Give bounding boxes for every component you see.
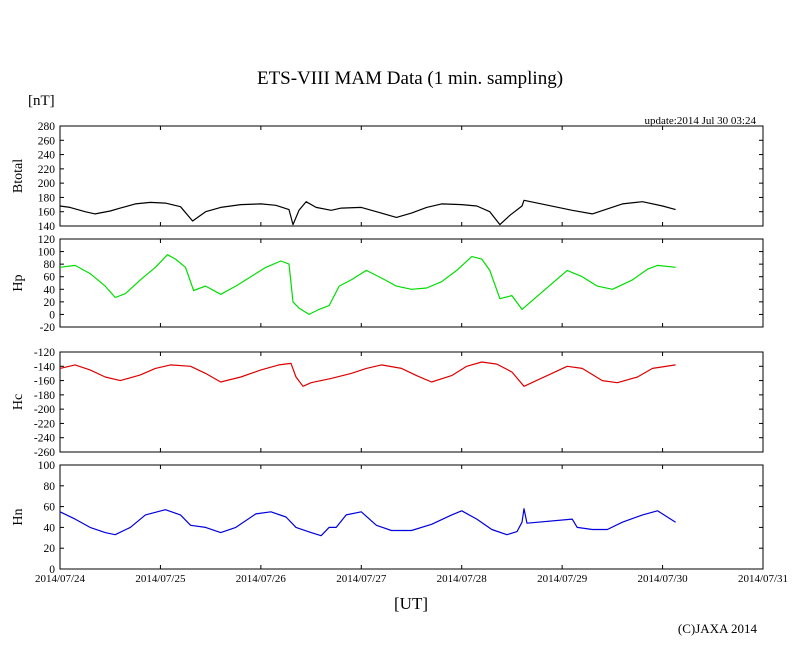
panel-frame-hn	[59, 464, 764, 570]
y-tick-label: -220	[34, 418, 55, 430]
y-tick-label: 260	[38, 135, 56, 147]
x-tick-label: 2014/07/30	[638, 573, 689, 585]
panels: 280260240220200180160140Btotal1201008060…	[11, 121, 764, 576]
panel-frame-hc	[59, 351, 764, 453]
chart-title: ETS-VIII MAM Data (1 min. sampling)	[257, 68, 563, 89]
y-tick-label: 280	[38, 121, 56, 133]
y-tick-label: 0	[49, 564, 55, 576]
x-axis-label: [UT]	[394, 594, 428, 613]
y-tick-label: -120	[34, 347, 55, 359]
x-tick-label: 2014/07/27	[336, 573, 387, 585]
y-tick-label: -200	[34, 404, 55, 416]
y-tick-label: 80	[44, 481, 56, 493]
y-tick-label: 80	[44, 259, 56, 271]
y-tick-label: 60	[44, 272, 56, 284]
x-tick-label: 2014/07/26	[236, 573, 287, 585]
x-tick-label: 2014/07/24	[35, 573, 86, 585]
series-line-hc	[59, 361, 676, 387]
y-tick-label: 120	[38, 234, 56, 246]
y-tick-label: -180	[34, 390, 55, 402]
x-axis: 2014/07/24 2014/07/25 2014/07/26 2014/07/27…	[35, 573, 788, 585]
y-axis-label-hc: Hc	[11, 394, 26, 410]
y-tick-label: -160	[34, 376, 55, 388]
y-tick-label: 40	[44, 522, 56, 534]
y-tick-label: 60	[44, 502, 56, 514]
y-axis-label-btotal: Btotal	[11, 159, 26, 193]
panel-hc: -120 -140 -160 -180 -200 -220 -240 -260 Hc	[11, 347, 764, 459]
x-tick-label: 2014/07/29	[537, 573, 588, 585]
y-axis-label-hn: Hn	[11, 508, 26, 525]
x-tick-label: 2014/07/28	[437, 573, 488, 585]
y-tick-label: 220	[38, 164, 56, 176]
y-tick-label: -20	[40, 322, 56, 334]
x-tick-label: 2014/07/31	[738, 573, 788, 585]
y-tick-label: 40	[44, 284, 56, 296]
y-tick-label: 140	[38, 221, 56, 233]
y-tick-label: 240	[38, 150, 56, 162]
series-line-hn	[59, 508, 676, 537]
panel-frame-hp	[59, 238, 764, 328]
y-tick-label: 180	[38, 192, 56, 204]
y-tick-label: 100	[38, 247, 56, 259]
x-tick-label: 2014/07/25	[135, 573, 186, 585]
unit-label: [nT]	[28, 93, 55, 109]
credit-label: (C)JAXA 2014	[678, 621, 758, 636]
panel-hn: 100 80 60 40 20 0 Hn	[11, 460, 764, 576]
update-label: update:2014 Jul 30 03:24	[644, 115, 756, 127]
y-axis-label-hp: Hp	[11, 274, 26, 291]
y-tick-label: 100	[38, 460, 56, 472]
y-tick-label: -260	[34, 447, 55, 459]
y-tick-label: 20	[44, 297, 56, 309]
y-tick-label: -240	[34, 433, 55, 445]
y-tick-label: 160	[38, 207, 56, 219]
y-tick-label: 20	[44, 543, 56, 555]
y-tick-label: 200	[38, 178, 56, 190]
series-line-btotal	[59, 199, 676, 226]
panel-frame-btotal	[59, 125, 764, 227]
y-tick-label: 0	[49, 309, 55, 321]
y-tick-label: -140	[34, 361, 55, 373]
panel-btotal: 280 260 240 220 200 180 160 140 Btotal	[11, 121, 764, 233]
series-line-hp	[59, 254, 676, 315]
